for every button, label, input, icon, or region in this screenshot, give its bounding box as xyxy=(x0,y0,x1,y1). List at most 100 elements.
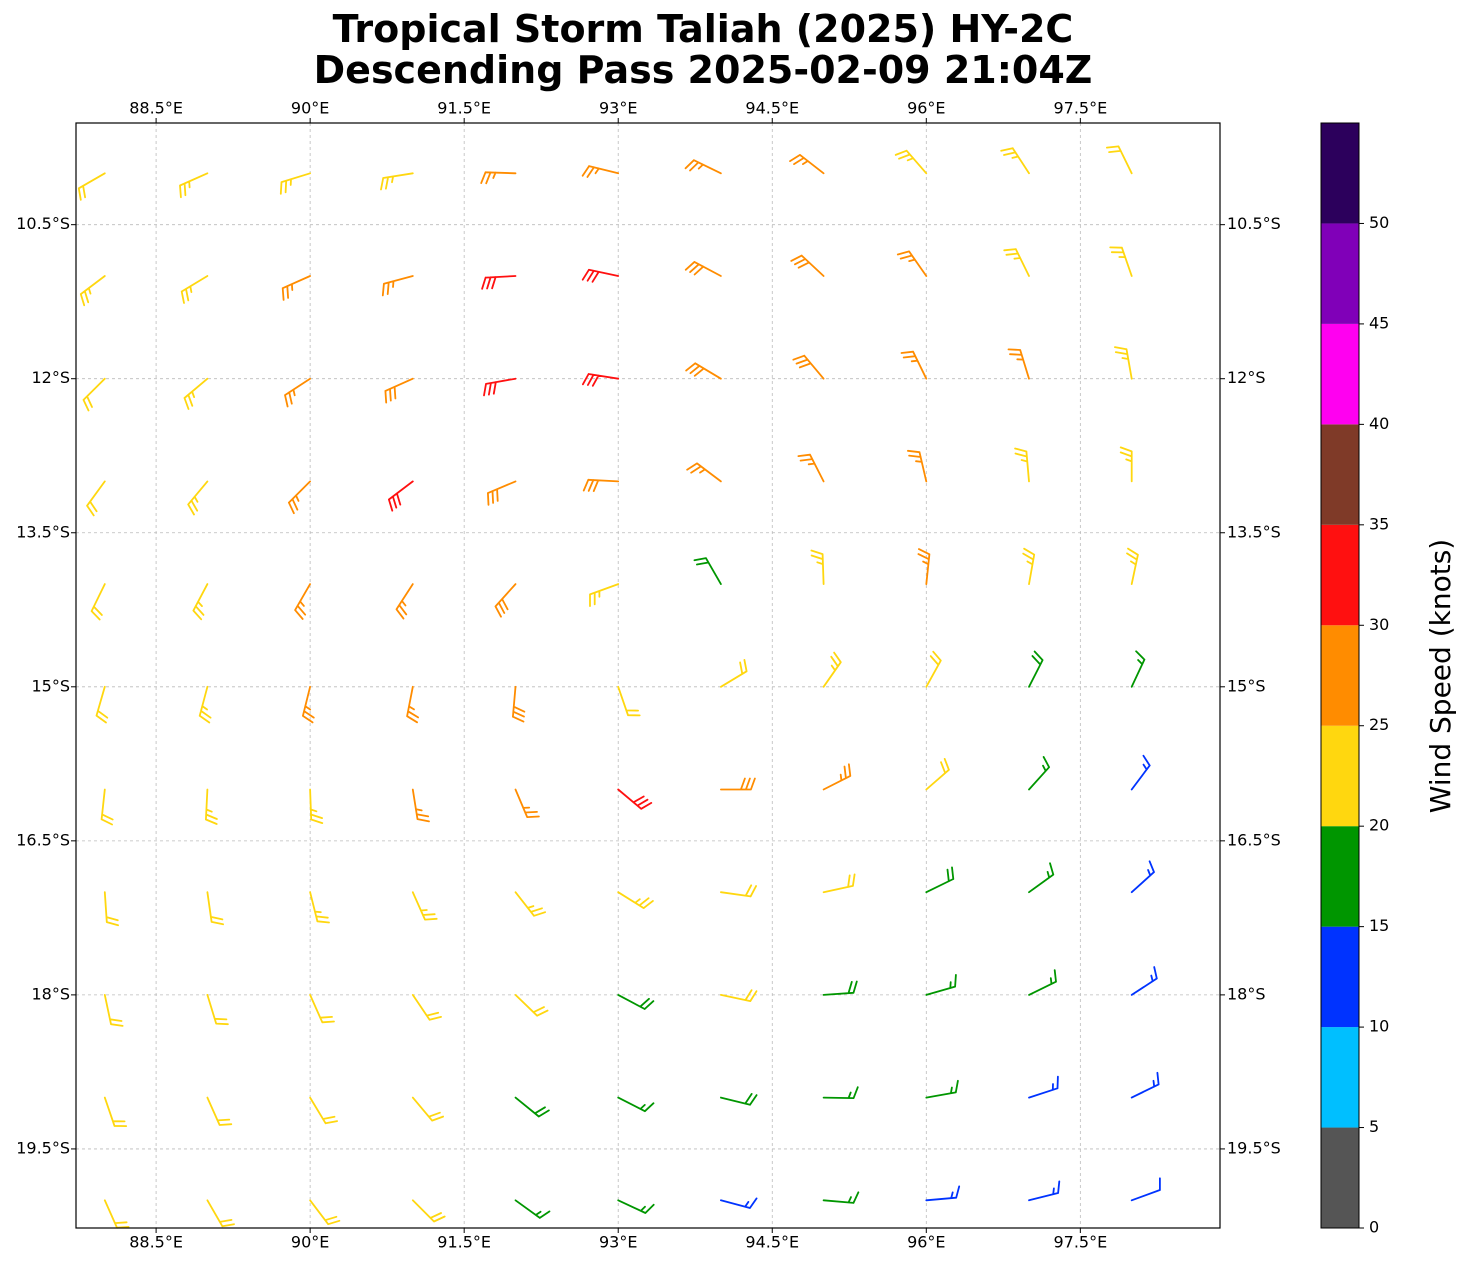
colorbar-tick-label: 50 xyxy=(1369,213,1389,232)
wind-barb xyxy=(309,994,335,1024)
wind-barb xyxy=(381,275,414,297)
wind-barb xyxy=(684,159,722,175)
colorbar-tick-label: 45 xyxy=(1369,313,1389,332)
wind-barb xyxy=(100,788,114,826)
wind-barb xyxy=(582,373,620,387)
wind-barb xyxy=(693,557,722,585)
wind-barb xyxy=(790,254,825,277)
y-tick-label: 16.5°S xyxy=(16,830,70,849)
wind-barb xyxy=(302,685,315,724)
wind-barb xyxy=(514,891,546,917)
wind-barb xyxy=(512,685,526,723)
colorbar-tick-label: 0 xyxy=(1369,1218,1379,1237)
wind-barb xyxy=(720,989,758,1002)
wind-barb xyxy=(179,172,209,199)
x-tick-label: 93°E xyxy=(599,1233,637,1252)
colorbar-segment xyxy=(1321,826,1359,927)
wind-barb xyxy=(514,788,540,818)
x-tick-label: 94.5°E xyxy=(745,99,799,118)
wind-barb xyxy=(1106,145,1133,175)
wind-barb xyxy=(279,172,311,195)
wind-barb xyxy=(411,891,438,921)
wind-barb xyxy=(1028,756,1050,791)
wind-barb xyxy=(514,1199,551,1219)
colorbar-segment xyxy=(1321,123,1359,224)
y-tick-label: 18°S xyxy=(31,984,70,1003)
wind-barb xyxy=(1007,348,1030,380)
y-tick-label: 10.5°S xyxy=(1227,214,1281,233)
wind-barb xyxy=(617,994,655,1010)
wind-barb xyxy=(198,685,212,724)
wind-barb xyxy=(288,480,311,515)
wind-barb xyxy=(822,1191,860,1204)
wind-barb xyxy=(395,583,414,620)
colorbar-segment xyxy=(1321,524,1359,626)
wind-barb xyxy=(907,449,928,483)
colorbar-segment xyxy=(1321,424,1359,525)
wind-barb xyxy=(617,1096,655,1113)
wind-barb xyxy=(685,362,722,380)
y-tick-label: 15°S xyxy=(1227,676,1266,695)
wind-barb xyxy=(720,1197,758,1209)
wind-barbs xyxy=(77,145,1161,1229)
wind-barb xyxy=(582,478,620,492)
wind-barb xyxy=(309,1199,341,1226)
wind-barb xyxy=(388,480,414,512)
wind-barb xyxy=(411,788,430,823)
wind-barb xyxy=(95,685,109,724)
wind-barb xyxy=(514,994,549,1017)
wind-barb xyxy=(925,974,957,996)
wind-barb xyxy=(684,261,722,277)
x-tick-label: 91.5°E xyxy=(437,99,491,118)
y-tick-label: 12°S xyxy=(1227,368,1266,387)
colorbar-tick-label: 5 xyxy=(1369,1117,1379,1136)
wind-barb xyxy=(1000,147,1030,175)
colorbar-tick-label: 40 xyxy=(1369,414,1389,433)
x-tick-label: 93°E xyxy=(599,99,637,118)
wind-barb xyxy=(206,1199,235,1228)
y-tick-label: 16.5°S xyxy=(1227,830,1281,849)
wind-barb xyxy=(411,1096,444,1122)
wind-barb xyxy=(925,758,950,791)
wind-barb xyxy=(1028,1180,1061,1202)
wind-barb xyxy=(406,685,419,724)
x-tick-label: 91.5°E xyxy=(437,1233,491,1252)
wind-barb xyxy=(187,480,209,516)
wind-barb xyxy=(917,548,931,585)
y-tick-label: 13.5°S xyxy=(16,522,70,541)
colorbar-tick-label: 15 xyxy=(1369,916,1389,935)
colorbar-tick-label: 35 xyxy=(1369,514,1389,533)
y-tick-label: 13.5°S xyxy=(1227,522,1281,541)
wind-barb xyxy=(79,275,106,307)
wind-barb xyxy=(494,583,517,618)
x-tick-label: 90°E xyxy=(291,99,329,118)
wind-barb xyxy=(822,651,842,688)
wind-barb xyxy=(617,788,653,810)
grid xyxy=(76,123,1220,1228)
colorbar-segment xyxy=(1321,625,1359,726)
wind-barb xyxy=(206,1096,233,1126)
title-line: Tropical Storm Taliah (2025) HY-2C xyxy=(333,7,1074,51)
colorbar-tick-label: 30 xyxy=(1369,615,1389,634)
wind-barb xyxy=(894,149,928,175)
wind-barb xyxy=(411,994,442,1021)
wind-barb xyxy=(925,1185,961,1202)
wind-barb xyxy=(205,788,218,825)
wind-barb xyxy=(900,350,928,380)
wind-barb xyxy=(514,1096,550,1118)
wind-barb xyxy=(309,788,324,824)
wind-barb xyxy=(411,1199,446,1223)
wind-barb xyxy=(589,583,620,607)
wind-barb xyxy=(1130,860,1155,894)
wind-barb xyxy=(77,172,106,201)
x-tick-label: 94.5°E xyxy=(745,1233,799,1252)
wind-barb xyxy=(1003,248,1030,277)
wind-barb xyxy=(792,354,825,380)
wind-barb xyxy=(720,659,748,688)
wind-barb xyxy=(294,583,311,620)
x-tick-label: 96°E xyxy=(907,99,945,118)
colorbar: 0 5 10 15 20 25 30 35 40 45 50 xyxy=(1320,122,1389,1237)
wind-barb xyxy=(1114,346,1133,380)
wind-barb xyxy=(1119,446,1133,483)
wind-barb xyxy=(686,462,722,483)
